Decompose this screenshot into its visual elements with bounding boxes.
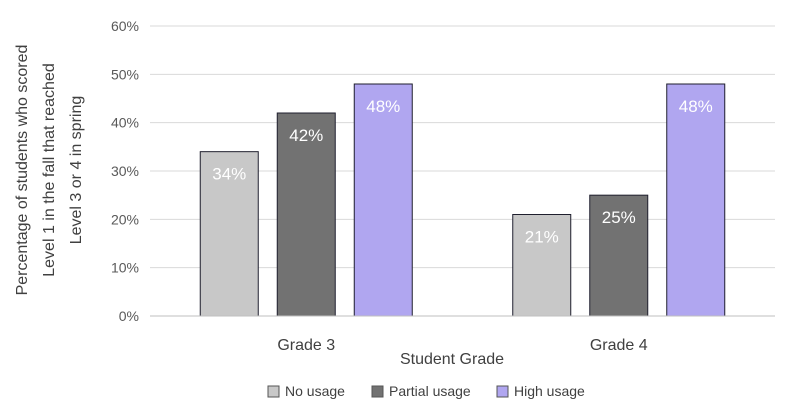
legend-swatch-high-usage [496, 385, 509, 398]
y-axis-title-line-1: Percentage of students who scored [14, 45, 31, 296]
data-label-partial-usage-grade-4: 25% [602, 208, 636, 227]
bar-high-usage-grade-4 [666, 83, 726, 317]
data-label-no-usage-grade-3: 34% [212, 165, 246, 184]
y-tick-label: 30% [111, 163, 139, 179]
legend: No usage Partial usage High usage [267, 383, 585, 399]
y-tick-label: 10% [111, 260, 139, 276]
x-axis-title: Student Grade [400, 351, 504, 368]
y-tick-label: 40% [111, 115, 139, 131]
bar-partial-usage-grade-4 [589, 194, 649, 317]
x-axis-ticks: Grade 3 Grade 4 [277, 337, 647, 354]
legend-label-partial-usage: Partial usage [389, 383, 471, 399]
x-tick-label: Grade 3 [277, 337, 335, 354]
y-axis-ticks: 0% 10% 20% 30% 40% 50% 60% [111, 18, 139, 324]
bar-partial-usage-grade-3 [276, 112, 336, 317]
data-labels: 34% 42% 48% 21% 25% 48% [212, 97, 713, 247]
bar-high-usage-grade-3 [353, 83, 413, 317]
y-tick-label: 50% [111, 66, 139, 82]
bar-no-usage-grade-4 [512, 214, 572, 317]
bars [199, 83, 726, 317]
legend-label-no-usage: No usage [285, 383, 345, 399]
legend-swatch-partial-usage [371, 385, 384, 398]
data-label-high-usage-grade-3: 48% [366, 97, 400, 116]
data-label-no-usage-grade-4: 21% [525, 228, 559, 247]
y-axis-title-line-2: Level 1 in the fall that reached [41, 63, 58, 276]
x-tick-label: Grade 4 [590, 337, 648, 354]
y-tick-label: 60% [111, 18, 139, 34]
y-tick-label: 20% [111, 211, 139, 227]
data-label-partial-usage-grade-3: 42% [289, 126, 323, 145]
legend-label-high-usage: High usage [514, 383, 585, 399]
y-axis-title-line-3: Level 3 or 4 in spring [68, 96, 85, 245]
data-label-high-usage-grade-4: 48% [679, 97, 713, 116]
legend-swatch-no-usage [267, 385, 280, 398]
y-tick-label: 0% [119, 308, 139, 324]
y-axis-title: Percentage of students who scored Level … [14, 45, 85, 296]
